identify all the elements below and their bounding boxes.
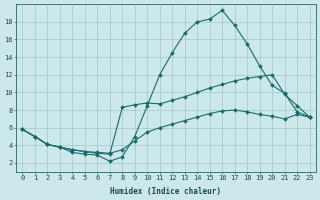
X-axis label: Humidex (Indice chaleur): Humidex (Indice chaleur) [110,187,221,196]
